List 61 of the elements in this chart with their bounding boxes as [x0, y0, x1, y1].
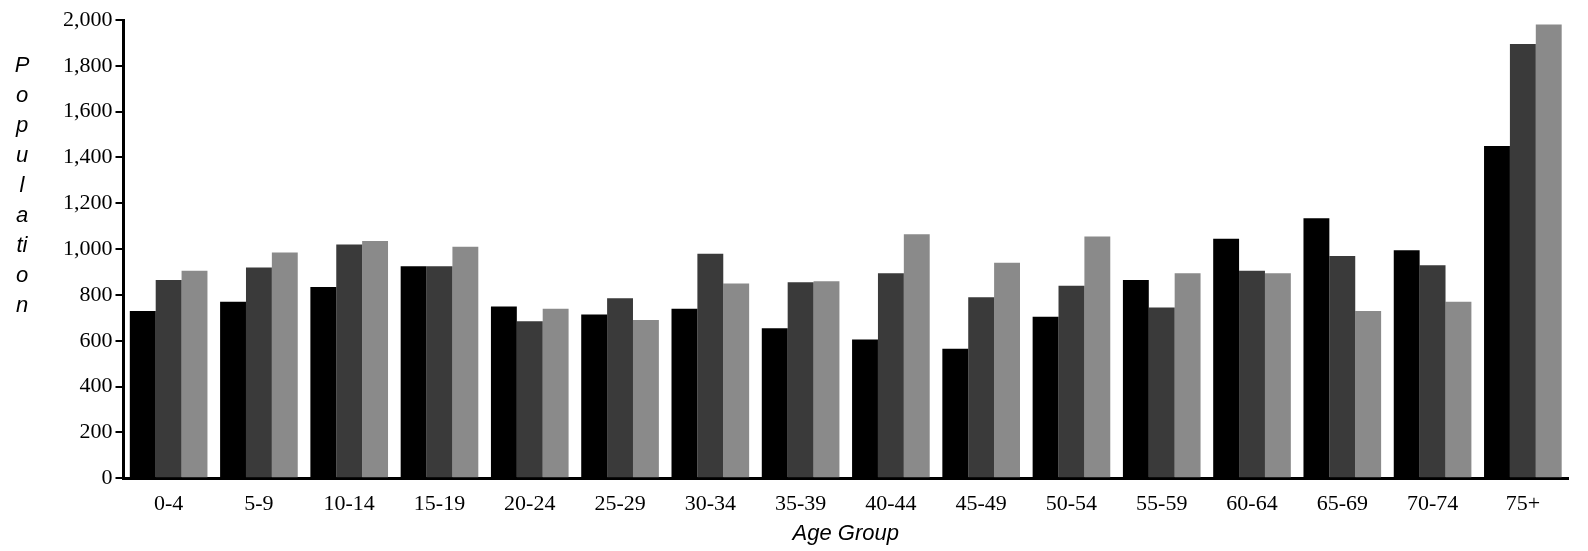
bar: [968, 297, 995, 478]
bar: [542, 308, 569, 478]
y-tick-label: 1,600: [63, 97, 113, 123]
bar: [155, 280, 182, 478]
bar: [1535, 24, 1562, 478]
x-tick-label: 45-49: [955, 490, 1007, 516]
x-tick-label: 25-29: [594, 490, 646, 516]
bar: [516, 321, 543, 478]
bar: [426, 266, 453, 478]
x-tick-label: 35-39: [774, 490, 827, 516]
bar: [1509, 44, 1536, 478]
y-tick-label: 1,200: [63, 189, 113, 215]
x-tick-label: 30-34: [684, 490, 736, 516]
bar: [787, 282, 814, 478]
bar: [1329, 255, 1356, 478]
bar: [1419, 265, 1446, 478]
x-tick-label: 15-19: [413, 490, 466, 516]
x-tick-label: 60-64: [1226, 490, 1278, 516]
bar: [903, 234, 930, 478]
x-tick-label: 50-54: [1045, 490, 1098, 516]
bar: [1084, 236, 1111, 478]
y-tick-label: 1,400: [63, 143, 113, 169]
y-tick-label: 400: [79, 372, 113, 398]
x-tick-label: 70-74: [1406, 490, 1459, 516]
bar: [1355, 310, 1382, 478]
bar: [245, 267, 272, 478]
x-tick-label: 65-69: [1316, 490, 1368, 516]
bar: [271, 252, 298, 478]
bar: [362, 241, 389, 478]
x-tick-label: 10-14: [323, 490, 375, 516]
bar: [452, 246, 479, 478]
x-axis-title: Age Group: [790, 519, 899, 545]
x-tick-label: 75+: [1505, 490, 1541, 516]
y-tick-label: 200: [79, 418, 113, 444]
x-tick-label: 0-4: [153, 490, 184, 516]
bar: [994, 262, 1020, 478]
y-tick-label: 1,000: [63, 234, 113, 260]
bar: [336, 244, 363, 478]
bar: [1148, 307, 1175, 478]
bar: [181, 270, 208, 478]
bar: [1239, 270, 1265, 478]
bar: [697, 253, 724, 478]
bar: [1174, 273, 1201, 478]
bar: [877, 273, 904, 478]
bar: [1058, 285, 1085, 478]
x-tick-label: 5-9: [244, 490, 274, 516]
x-tick-label: 20-24: [504, 490, 556, 516]
text: Population: [14, 52, 30, 317]
bar: [607, 298, 633, 478]
y-tick-label: 2,000: [63, 5, 113, 31]
y-tick-label: 1,800: [63, 51, 113, 77]
x-tick-label: 55-59: [1136, 490, 1188, 516]
y-tick-label: 600: [79, 326, 113, 352]
bar: [813, 281, 840, 478]
y-tick-label: 800: [79, 280, 113, 306]
bar: [632, 320, 659, 478]
bar: [723, 283, 750, 478]
x-tick-label: 40-44: [865, 490, 917, 516]
bar: [1264, 273, 1291, 478]
y-tick-label: 0: [101, 463, 113, 489]
bar: [1445, 301, 1472, 478]
